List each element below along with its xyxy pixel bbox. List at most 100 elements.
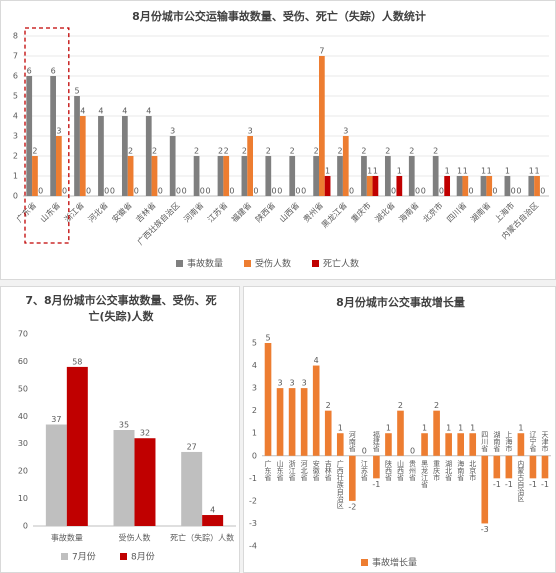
bar [372,176,379,196]
value-label: 4 [122,107,127,116]
bar [127,156,134,196]
bar [397,410,404,456]
value-label: 0 [253,187,258,196]
value-label: 0 [110,187,115,196]
bar [456,176,463,196]
x-tick-label: 江苏省 [360,460,368,482]
y-tick-label: -1 [249,474,257,483]
x-tick-label: 吉林省 [324,460,332,482]
y-tick-label: 40 [18,412,28,421]
x-tick-label: 上海市 [492,200,516,224]
value-label: 2 [326,401,331,410]
y-tick-label: 0 [13,192,18,201]
value-label: -1 [529,480,537,489]
x-tick-label: 河北省 [300,460,308,482]
y-tick-label: -4 [249,542,257,551]
x-tick-label: 重庆市 [349,200,373,224]
bar [457,433,464,456]
value-label: 0 [349,187,354,196]
value-label: 3 [170,127,175,136]
x-tick-label: 海南省 [397,200,421,224]
value-label: 1 [367,167,372,176]
value-label: 0 [134,187,139,196]
x-tick-label: 山西省 [396,459,404,482]
bar [432,156,439,196]
y-tick-label: 3 [252,384,257,393]
x-tick-label: 北京市 [421,200,445,224]
value-label: 0 [415,187,420,196]
bar [181,451,203,526]
bar [504,176,511,196]
legend-label: 8月份 [131,551,155,563]
x-tick-label: 浙江省 [62,200,86,224]
x-tick-label: 广西壮族自治区 [135,200,182,247]
bar [313,156,319,196]
value-label: -3 [481,525,489,534]
bar [145,116,152,196]
value-label: 1 [373,167,378,176]
value-label: 0 [421,187,426,196]
legend-label: 事故增长量 [372,557,417,569]
value-label: 2 [385,147,390,156]
value-label: 4 [98,107,103,116]
y-tick-label: 0 [252,451,257,460]
legend-label: 受伤人数 [255,258,291,270]
value-label: 0 [391,187,396,196]
value-label: 27 [187,442,197,451]
value-label: 0 [511,187,516,196]
bar [385,433,392,456]
bar [361,156,367,196]
x-tick-label: 山东省 [276,459,284,482]
y-tick-label: 4 [252,361,257,370]
bar [74,96,80,196]
value-label: 1 [397,167,402,176]
value-label: 4 [80,107,85,116]
x-tick-label: 四川省 [481,431,489,453]
legend-swatch [61,553,68,560]
value-label: 0 [229,187,234,196]
value-label: 0 [86,187,91,196]
legend-swatch [312,260,319,267]
x-tick-label: 安徽省 [312,459,320,482]
value-label: -1 [372,480,380,489]
bar [32,156,38,196]
bar [433,410,440,456]
bar [193,156,200,196]
x-tick-label: 湖北省 [373,200,397,224]
x-tick-label: 黑龙江省 [421,460,429,489]
value-label: 1 [463,167,468,176]
y-tick-label: 6 [13,72,18,81]
value-label: 2 [434,401,439,410]
value-label: 2 [398,401,403,410]
bar [264,343,272,456]
bar [45,424,67,526]
value-label: 0 [540,187,545,196]
bar [241,156,248,196]
x-tick-label: 四川省 [444,200,468,224]
value-label: 0 [295,187,300,196]
value-label: 3 [343,127,348,136]
value-label: 0 [182,187,187,196]
value-label: 2 [242,147,247,156]
value-label: 0 [104,187,109,196]
y-tick-label: 10 [18,494,28,503]
bar [445,433,452,456]
x-tick-label: 内蒙古自治区 [517,459,525,502]
chart-title: 8月份城市公交运输事故数量、受伤、死亡（失踪）人数统计 [132,10,426,23]
x-tick-label: 福建省 [229,200,253,224]
value-label: 4 [314,356,319,365]
value-label: -1 [505,480,513,489]
value-label: 0 [362,446,367,455]
bar [366,176,373,196]
bar [349,455,356,501]
y-tick-label: 1 [252,429,257,438]
value-label: 3 [302,379,307,388]
x-tick-label: 山东省 [38,200,62,224]
value-label: 0 [62,187,67,196]
bar [486,176,493,196]
y-tick-label: 2 [13,152,18,161]
value-label: 1 [325,167,330,176]
x-tick-label: 广东省 [14,200,38,224]
panel: 7、8月份城市公交事故数量、受伤、死亡(失踪)人数 0 10 20 30 40 50 60 7… [0,286,240,573]
